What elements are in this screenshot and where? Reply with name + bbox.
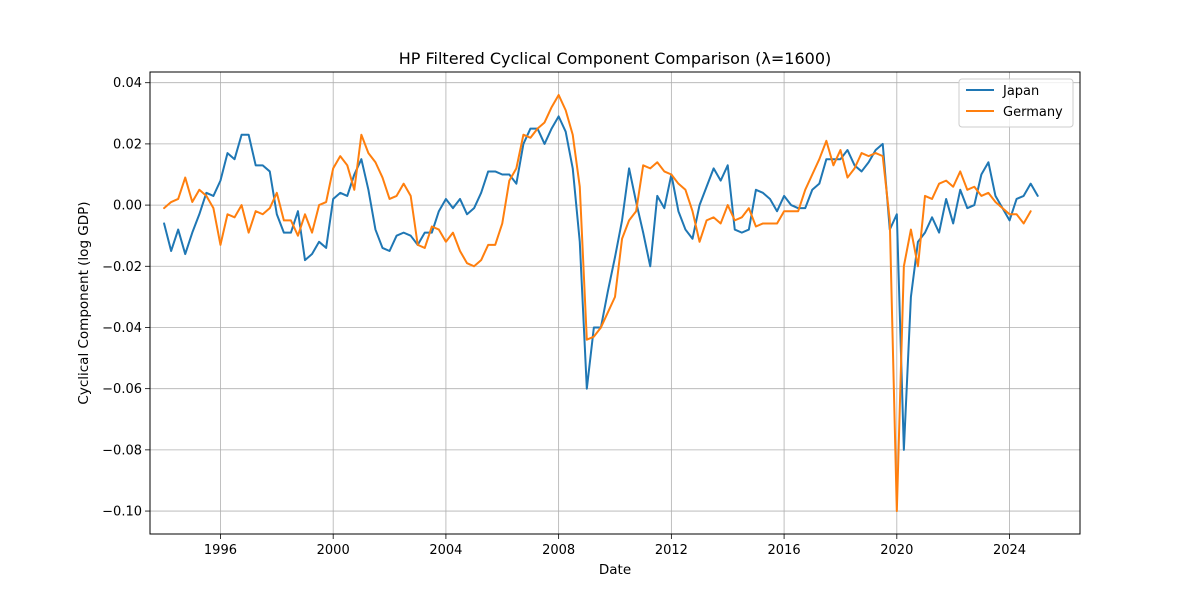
y-tick-label: −0.10: [102, 505, 142, 520]
chart-title: HP Filtered Cyclical Component Compariso…: [399, 49, 832, 68]
x-axis-title: Date: [599, 562, 631, 578]
series-line-germany: [163, 93, 1032, 513]
plot-frame: [149, 71, 1081, 535]
y-tick-label: 0.04: [113, 76, 142, 91]
legend-label-japan: Japan: [1002, 84, 1039, 99]
y-tick-label: 0.00: [113, 199, 142, 214]
x-tick-label: 2008: [542, 543, 575, 558]
x-axis-ticks: 1996 2000 2004 2008 2012 2016 2020 2024: [204, 534, 1026, 558]
y-axis-title: Cyclical Component (log GDP): [76, 201, 92, 404]
x-tick-label: 2016: [768, 543, 801, 558]
plot-series: [163, 93, 1039, 513]
x-tick-label: 2024: [993, 543, 1026, 558]
x-tick-label: 2020: [880, 543, 913, 558]
x-tick-label: 2000: [317, 543, 350, 558]
x-tick-label: 2012: [655, 543, 688, 558]
y-tick-label: −0.04: [102, 321, 142, 336]
legend-label-germany: Germany: [1003, 105, 1063, 120]
y-tick-label: −0.06: [102, 382, 142, 397]
y-tick-label: 0.02: [113, 137, 142, 152]
legend: Japan Germany: [958, 78, 1074, 128]
x-tick-label: 1996: [204, 543, 237, 558]
y-tick-label: −0.08: [102, 443, 142, 458]
y-tick-label: −0.02: [102, 260, 142, 275]
x-tick-label: 2004: [429, 543, 462, 558]
grid: [150, 72, 1080, 534]
y-axis-ticks: −0.10 −0.08 −0.06 −0.04 −0.02 0.00 0.02 0.04: [102, 76, 150, 520]
